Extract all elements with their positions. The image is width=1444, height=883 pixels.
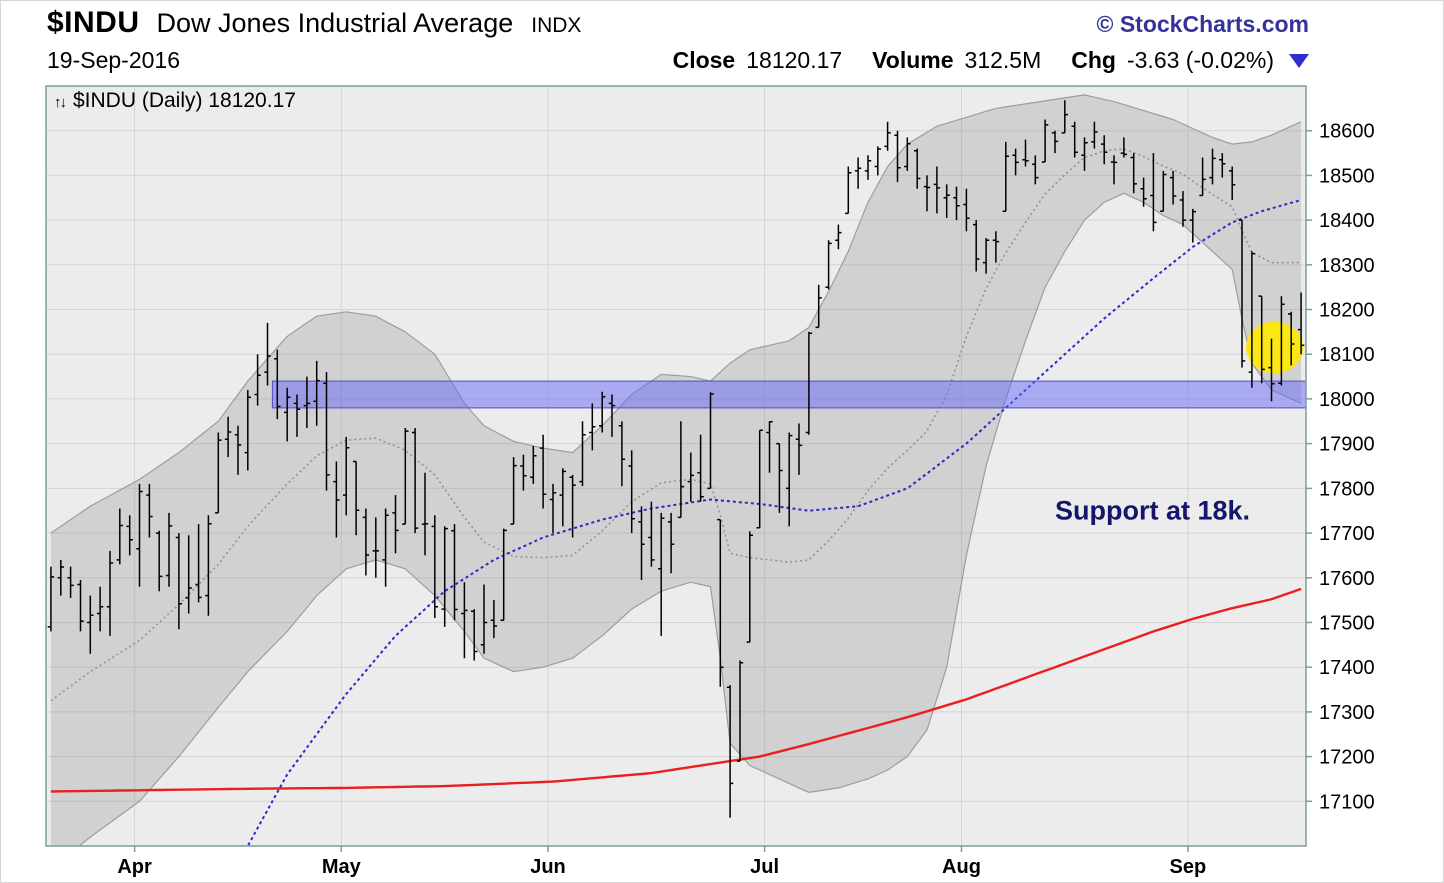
exchange-label: INDX bbox=[531, 14, 582, 37]
gridlines bbox=[46, 86, 1306, 846]
bollinger-lower-line bbox=[78, 192, 1302, 846]
chart-legend: ↑↓ $INDU (Daily) 18120.17 bbox=[54, 89, 296, 113]
price-bars bbox=[47, 100, 1305, 818]
chart-header-row: $INDU Dow Jones Industrial Average INDX … bbox=[47, 6, 1309, 40]
x-axis-label: May bbox=[322, 856, 362, 878]
plot-series: Support at 18k. bbox=[47, 94, 1306, 846]
stockcharts-logo: © StockCharts.com bbox=[1096, 11, 1309, 37]
y-axis-label: 17100 bbox=[1319, 791, 1375, 813]
y-axis-label: 17600 bbox=[1319, 568, 1375, 590]
y-axis-label: 18300 bbox=[1319, 255, 1375, 277]
x-axis-label: Aug bbox=[942, 856, 981, 878]
symbol: $INDU bbox=[47, 6, 140, 39]
highlight-ellipse bbox=[1246, 321, 1303, 374]
bollinger-upper-line bbox=[50, 94, 1302, 534]
y-axis-label: 18600 bbox=[1319, 121, 1375, 143]
x-axis-label: Jun bbox=[530, 856, 566, 878]
support-zone bbox=[271, 380, 1306, 409]
support-annotation-text: Support at 18k. bbox=[1055, 496, 1250, 526]
chart-date: 19-Sep-2016 bbox=[47, 47, 180, 73]
ma50-line bbox=[246, 199, 1302, 846]
ma200-line bbox=[50, 587, 1302, 793]
y-axis-label: 17700 bbox=[1319, 523, 1375, 545]
x-axis-label: Sep bbox=[1170, 856, 1207, 878]
y-axis-label: 17900 bbox=[1319, 434, 1375, 456]
chg-down-arrow-icon bbox=[1289, 53, 1309, 68]
chart-summary-row: 19-Sep-2016 Close 18120.17 Volume 312.5M… bbox=[47, 47, 1309, 74]
plot-background bbox=[46, 86, 1306, 846]
x-axis-label: Jul bbox=[750, 856, 779, 878]
volume-label: Volume bbox=[872, 47, 954, 73]
price-arrows-icon: ↑↓ bbox=[54, 94, 67, 111]
y-axis-label: 17500 bbox=[1319, 613, 1375, 635]
y-axis: 18600 18500 18400 18300 18200 18100 18000 17900… bbox=[1306, 121, 1375, 813]
symbol-name: Dow Jones Industrial Average bbox=[156, 8, 514, 38]
x-axis-label: Apr bbox=[117, 856, 152, 878]
y-axis-label: 18200 bbox=[1319, 300, 1375, 322]
bollinger-mid-line bbox=[50, 148, 1302, 702]
legend-label: $INDU (Daily) 18120.17 bbox=[73, 89, 296, 112]
x-axis: Apr May Jun Jul Aug Sep bbox=[117, 846, 1206, 878]
y-axis-label: 18500 bbox=[1319, 165, 1375, 187]
y-axis-label: 17400 bbox=[1319, 657, 1375, 679]
y-axis-label: 18000 bbox=[1319, 389, 1375, 411]
y-axis-label: 17800 bbox=[1319, 478, 1375, 500]
change-label: Chg bbox=[1071, 47, 1116, 73]
y-axis-label: 18400 bbox=[1319, 210, 1375, 232]
y-axis-label: 17300 bbox=[1319, 702, 1375, 724]
y-axis-label: 17200 bbox=[1319, 747, 1375, 769]
close-value: 18120.17 bbox=[746, 47, 843, 73]
volume-value: 312.5M bbox=[964, 47, 1042, 73]
close-label: Close bbox=[672, 47, 736, 73]
y-axis-label: 18100 bbox=[1319, 344, 1375, 366]
plot-border bbox=[45, 85, 1307, 847]
change-value: -3.63 (-0.02%) bbox=[1126, 47, 1274, 73]
